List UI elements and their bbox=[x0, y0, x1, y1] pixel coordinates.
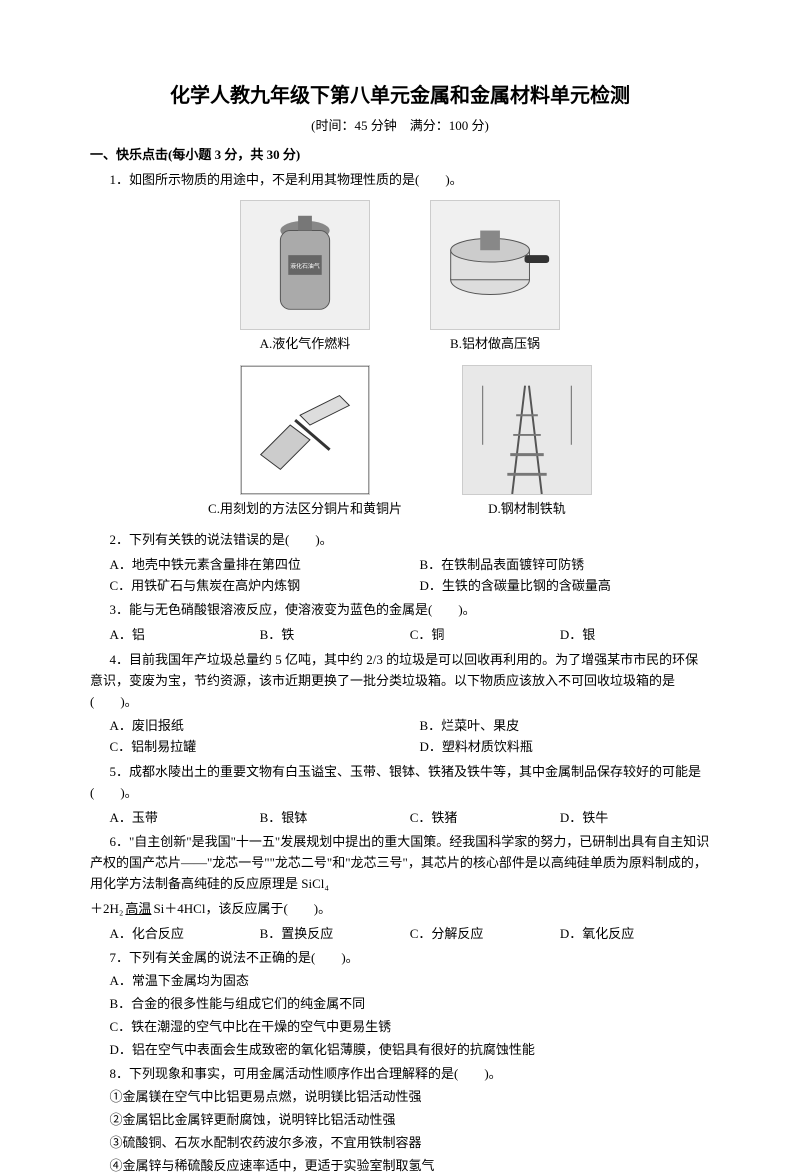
image-item-d: D.钢材制铁轨 bbox=[462, 365, 592, 520]
q6-text-part3: Si＋4HCl，该反应属于( )。 bbox=[153, 901, 331, 916]
q5-option-b: B．银钵 bbox=[260, 808, 410, 829]
q7-option-b: B．合金的很多性能与组成它们的纯金属不同 bbox=[90, 994, 710, 1015]
railway-image bbox=[462, 365, 592, 495]
question-8-text: 8．下列现象和事实，可用金属活动性顺序作出合理解释的是( )。 bbox=[90, 1064, 710, 1085]
q7-option-a: A．常温下金属均为固态 bbox=[90, 971, 710, 992]
q4-option-a: A．废旧报纸 bbox=[90, 716, 400, 737]
q6-condition: 高温 bbox=[123, 901, 153, 916]
page-subtitle: (时间：45 分钟 满分：100 分) bbox=[90, 116, 710, 137]
question-5-options: A．玉带 B．银钵 C．铁猪 D．铁牛 bbox=[90, 808, 710, 829]
q2-option-d: D．生铁的含碳量比钢的含碳量高 bbox=[400, 576, 710, 597]
scratch-test-image bbox=[240, 365, 370, 495]
q8-item-3: ③硫酸铜、石灰水配制农药波尔多液，不宜用铁制容器 bbox=[90, 1133, 710, 1154]
q6-option-d: D．氧化反应 bbox=[560, 924, 710, 945]
question-4-text: 4．目前我国年产垃圾总量约 5 亿吨，其中约 2/3 的垃圾是可以回收再利用的。… bbox=[90, 650, 710, 712]
question-6-formula: ＋2H₂高温Si＋4HCl，该反应属于( )。 bbox=[90, 899, 710, 920]
q8-item-1: ①金属镁在空气中比铝更易点燃，说明镁比铝活动性强 bbox=[90, 1087, 710, 1108]
q7-option-c: C．铁在潮湿的空气中比在干燥的空气中更易生锈 bbox=[90, 1017, 710, 1038]
q6-option-c: C．分解反应 bbox=[410, 924, 560, 945]
question-2-options: A．地壳中铁元素含量排在第四位 B．在铁制品表面镀锌可防锈 C．用铁矿石与焦炭在… bbox=[90, 555, 710, 597]
q2-option-a: A．地壳中铁元素含量排在第四位 bbox=[90, 555, 400, 576]
image-item-c: C.用刻划的方法区分铜片和黄铜片 bbox=[208, 365, 402, 520]
q4-option-b: B．烂菜叶、果皮 bbox=[400, 716, 710, 737]
q2-option-b: B．在铁制品表面镀锌可防锈 bbox=[400, 555, 710, 576]
question-6-text: 6．"自主创新"是我国"十一五"发展规划中提出的重大国策。经我国科学家的努力，已… bbox=[90, 832, 710, 894]
question-6-options: A．化合反应 B．置换反应 C．分解反应 D．氧化反应 bbox=[90, 924, 710, 945]
q6-text-part2: ＋2H₂ bbox=[90, 901, 123, 916]
question-1-images-row-1: 液化石油气 A.液化气作燃料 B.铝材做高压锅 bbox=[90, 200, 710, 355]
question-4-options: A．废旧报纸 B．烂菜叶、果皮 C．铝制易拉罐 D．塑料材质饮料瓶 bbox=[90, 716, 710, 758]
image-caption-d: D.钢材制铁轨 bbox=[488, 499, 566, 520]
gas-tank-image: 液化石油气 bbox=[240, 200, 370, 330]
image-item-a: 液化石油气 A.液化气作燃料 bbox=[240, 200, 370, 355]
question-7-text: 7．下列有关金属的说法不正确的是( )。 bbox=[90, 948, 710, 969]
q3-option-c: C．铜 bbox=[410, 625, 560, 646]
question-2-text: 2．下列有关铁的说法错误的是( )。 bbox=[90, 530, 710, 551]
question-3-options: A．铝 B．铁 C．铜 D．银 bbox=[90, 625, 710, 646]
question-5-text: 5．成都水陵出土的重要文物有白玉谥宝、玉带、银钵、铁猪及铁牛等，其中金属制品保存… bbox=[90, 762, 710, 804]
q8-item-4: ④金属锌与稀硫酸反应速率适中，更适于实验室制取氢气 bbox=[90, 1156, 710, 1176]
q6-option-b: B．置换反应 bbox=[260, 924, 410, 945]
q7-option-d: D．铝在空气中表面会生成致密的氧化铝薄膜，使铝具有很好的抗腐蚀性能 bbox=[90, 1040, 710, 1061]
q5-option-d: D．铁牛 bbox=[560, 808, 710, 829]
q4-option-d: D．塑料材质饮料瓶 bbox=[400, 737, 710, 758]
image-caption-c: C.用刻划的方法区分铜片和黄铜片 bbox=[208, 499, 402, 520]
svg-text:液化石油气: 液化石油气 bbox=[290, 262, 320, 270]
q4-option-c: C．铝制易拉罐 bbox=[90, 737, 400, 758]
question-1-text: 1．如图所示物质的用途中，不是利用其物理性质的是( )。 bbox=[90, 170, 710, 191]
q5-option-a: A．玉带 bbox=[110, 808, 260, 829]
pressure-cooker-image bbox=[430, 200, 560, 330]
q8-item-2: ②金属铝比金属锌更耐腐蚀，说明锌比铝活动性强 bbox=[90, 1110, 710, 1131]
q5-option-c: C．铁猪 bbox=[410, 808, 560, 829]
question-1-images-row-2: C.用刻划的方法区分铜片和黄铜片 D.钢材制铁轨 bbox=[90, 365, 710, 520]
question-3-text: 3．能与无色硝酸银溶液反应，使溶液变为蓝色的金属是( )。 bbox=[90, 600, 710, 621]
image-item-b: B.铝材做高压锅 bbox=[430, 200, 560, 355]
q6-option-a: A．化合反应 bbox=[110, 924, 260, 945]
page-title: 化学人教九年级下第八单元金属和金属材料单元检测 bbox=[90, 80, 710, 112]
q3-option-a: A．铝 bbox=[110, 625, 260, 646]
q3-option-b: B．铁 bbox=[260, 625, 410, 646]
image-caption-a: A.液化气作燃料 bbox=[260, 334, 351, 355]
q6-text-part1: 6．"自主创新"是我国"十一五"发展规划中提出的重大国策。经我国科学家的努力，已… bbox=[90, 834, 709, 891]
section-1-header: 一、快乐点击(每小题 3 分，共 30 分) bbox=[90, 145, 710, 166]
image-caption-b: B.铝材做高压锅 bbox=[450, 334, 540, 355]
q2-option-c: C．用铁矿石与焦炭在高炉内炼钢 bbox=[90, 576, 400, 597]
q3-option-d: D．银 bbox=[560, 625, 710, 646]
